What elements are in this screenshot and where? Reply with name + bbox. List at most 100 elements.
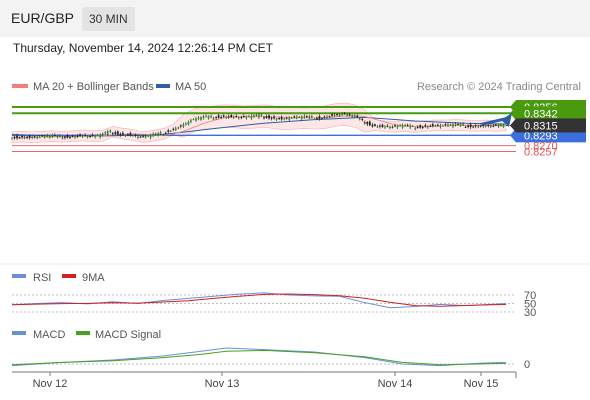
candle-body xyxy=(323,116,326,118)
candle-body xyxy=(366,121,369,125)
candle-body xyxy=(305,116,308,118)
candle-body xyxy=(21,136,23,138)
macd-zero-label: 0 xyxy=(524,359,530,371)
candle-body xyxy=(316,117,318,119)
candle-body xyxy=(99,135,102,138)
candle-body xyxy=(454,123,457,125)
candle-body xyxy=(293,116,296,118)
candle-body xyxy=(414,128,417,130)
candle-body xyxy=(424,125,427,127)
candle-body xyxy=(474,125,477,127)
candle-body xyxy=(429,125,432,127)
candle-body xyxy=(157,133,160,136)
candle-body xyxy=(321,118,323,120)
candle-body xyxy=(235,116,238,117)
candle-body xyxy=(477,126,480,128)
candle-body xyxy=(13,137,16,139)
candle-body xyxy=(167,130,170,132)
rsi-level-label: 50 xyxy=(524,299,536,311)
candle-body xyxy=(351,115,354,117)
candle-body xyxy=(217,115,220,118)
candle-body xyxy=(389,126,391,128)
candle-body xyxy=(94,135,97,137)
candle-body xyxy=(212,118,215,120)
candle-body xyxy=(162,134,165,136)
candle-body xyxy=(232,116,235,118)
candle-body xyxy=(46,135,49,137)
rsi-legend-swatch xyxy=(12,274,26,278)
candle-body xyxy=(346,114,349,116)
candle-body xyxy=(396,125,399,128)
candle-body xyxy=(58,135,61,137)
candle-body xyxy=(237,117,240,119)
candle-body xyxy=(53,135,56,137)
rsi-ma9-line xyxy=(11,293,506,307)
candle-body xyxy=(84,134,86,136)
candle-body xyxy=(348,114,351,116)
macd-legend-label: MACD xyxy=(33,329,65,341)
macd-signal-legend-label: MACD Signal xyxy=(95,329,161,341)
level-badge-pointer xyxy=(510,106,516,121)
candle-body xyxy=(242,116,245,117)
candle-body xyxy=(192,119,195,121)
candle-body xyxy=(210,116,212,117)
candle-body xyxy=(16,135,18,139)
bollinger-band xyxy=(11,102,507,143)
candle-body xyxy=(444,124,447,126)
candle-body xyxy=(457,123,459,125)
x-tick-label: Nov 12 xyxy=(33,378,68,390)
candle-body xyxy=(109,130,112,133)
bollinger-legend-swatch xyxy=(12,84,28,88)
candle-body xyxy=(371,124,374,127)
candle-body xyxy=(43,135,46,138)
candle-body xyxy=(101,133,104,136)
candle-body xyxy=(184,123,187,125)
candle-body xyxy=(91,134,94,136)
current-price-value: 0.8315 xyxy=(524,120,558,132)
candle-body xyxy=(434,125,437,127)
candle-body xyxy=(502,124,505,127)
candle-body xyxy=(222,115,225,117)
macd-line xyxy=(11,347,506,367)
candle-body xyxy=(363,122,366,124)
candle-body xyxy=(265,116,268,119)
candle-body xyxy=(220,117,223,119)
candle-body xyxy=(81,135,84,137)
candle-body xyxy=(416,126,419,128)
candle-body xyxy=(275,118,278,120)
candle-body xyxy=(207,116,210,119)
candle-body xyxy=(449,124,452,126)
candle-body xyxy=(331,114,333,116)
candle-body xyxy=(202,116,205,118)
ma50-legend-label: MA 50 xyxy=(175,81,206,93)
timeframe-button[interactable]: 30 MIN xyxy=(82,7,135,31)
candle-body xyxy=(79,134,81,137)
timestamp: Thursday, November 14, 2024 12:26:14 PM … xyxy=(13,41,273,55)
candle-body xyxy=(250,116,253,119)
level-value: 0.8270 xyxy=(524,141,558,153)
x-tick-label: Nov 15 xyxy=(464,378,499,390)
candle-body xyxy=(368,121,371,126)
level-value: 0.8342 xyxy=(524,108,558,120)
candle-body xyxy=(270,117,273,119)
candle-body xyxy=(326,116,328,119)
candle-body xyxy=(409,125,412,128)
candle-body xyxy=(31,137,34,139)
candle-body xyxy=(114,132,117,134)
candle-body xyxy=(419,125,422,128)
candle-body xyxy=(489,125,492,128)
current-price-badge xyxy=(516,118,586,133)
candle-body xyxy=(356,115,359,118)
candle-body xyxy=(263,117,265,119)
candle-body xyxy=(411,125,414,127)
candle-body xyxy=(144,135,147,138)
candle-body xyxy=(76,135,79,137)
candle-body xyxy=(205,116,207,118)
candle-body xyxy=(459,123,462,126)
candle-body xyxy=(280,117,283,120)
x-tick-label: Nov 14 xyxy=(378,378,413,390)
candle-body xyxy=(240,117,243,119)
candle-body xyxy=(260,114,263,116)
candle-body xyxy=(336,114,338,116)
